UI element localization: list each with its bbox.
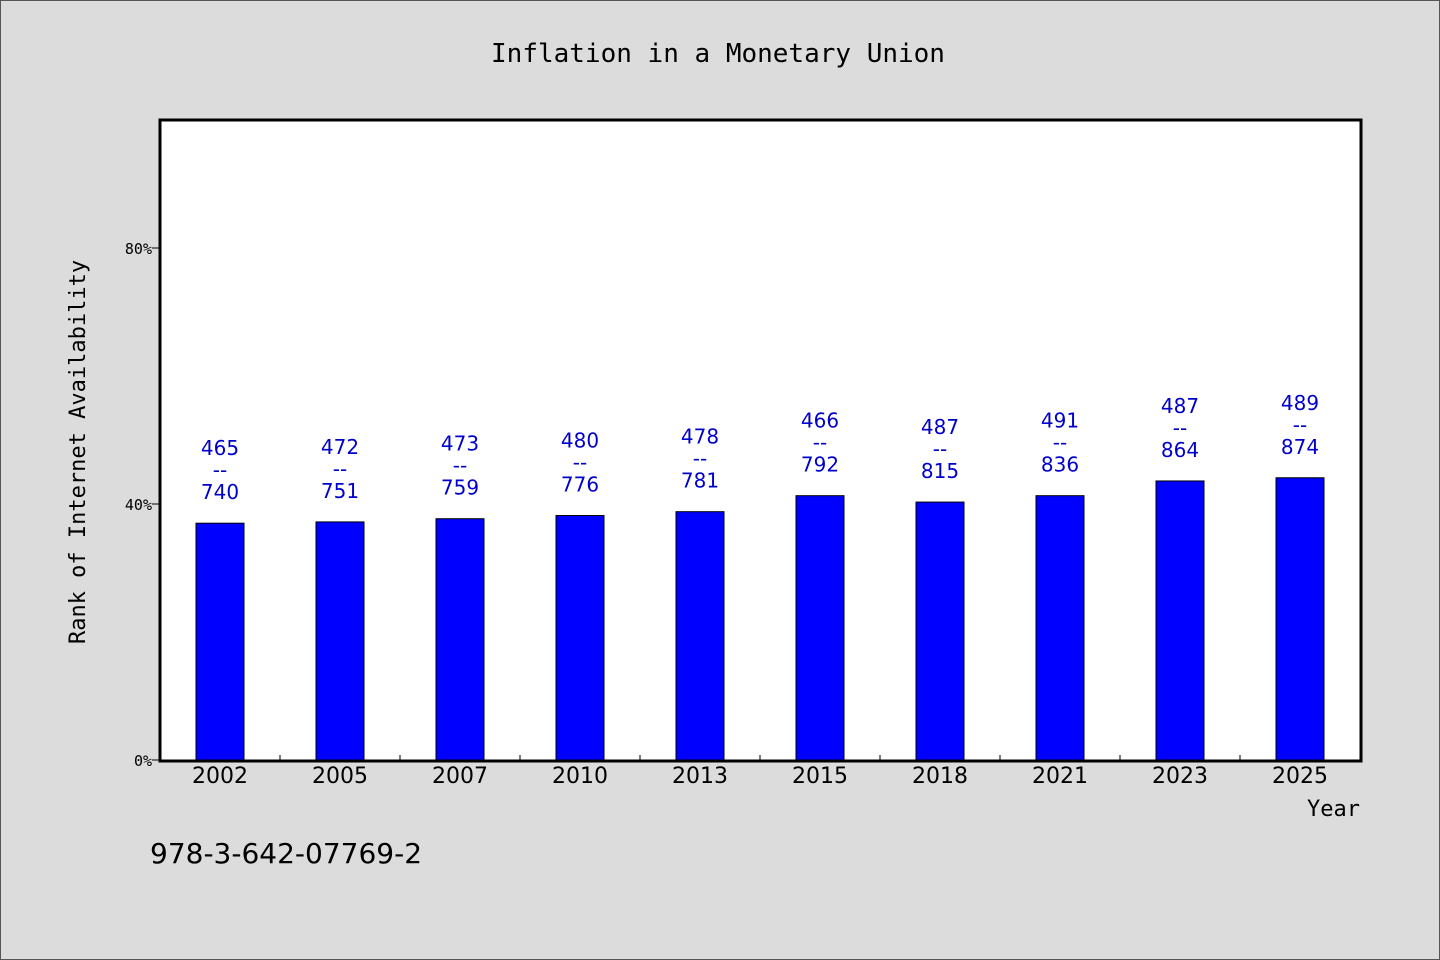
x-axis-label: Year	[1307, 797, 1360, 822]
x-tick-label-2005: 2005	[312, 764, 368, 789]
y-tick-label-0: 0%	[134, 752, 152, 770]
footer-isbn-text: 978-3-642-07769-2	[150, 837, 422, 870]
bar-label-bottom-2023: 864	[1161, 438, 1199, 462]
bar-label-bottom-2015: 792	[801, 453, 839, 477]
x-tick-label-2010: 2010	[552, 764, 608, 789]
bar-labels-layer: 465--740472--751473--759480--776478--781…	[201, 391, 1319, 504]
x-tick-label-2021: 2021	[1032, 764, 1088, 789]
bar-label-bottom-2013: 781	[681, 469, 719, 493]
bar-label-top-2018: 487	[921, 415, 959, 439]
x-tick-label-2013: 2013	[672, 764, 728, 789]
bar-2018	[915, 501, 965, 761]
bars-layer	[195, 477, 1325, 761]
bar-label-bottom-2007: 759	[441, 476, 479, 500]
bar-label-sep-2023: --	[1173, 416, 1187, 440]
bar-label-top-2013: 478	[681, 425, 719, 449]
bar-label-sep-2021: --	[1053, 431, 1067, 455]
x-tick-label-2023: 2023	[1152, 764, 1208, 789]
bar-label-bottom-2010: 776	[561, 473, 599, 497]
bar-label-sep-2007: --	[453, 454, 467, 478]
bar-label-top-2002: 465	[201, 436, 239, 460]
y-axis: 0% 40% 80%	[125, 240, 160, 770]
bar-label-bottom-2025: 874	[1281, 435, 1319, 459]
chart-title: Inflation in a Monetary Union	[491, 39, 945, 69]
bar-label-sep-2010: --	[573, 451, 587, 475]
bar-label-top-2023: 487	[1161, 394, 1199, 418]
x-tick-label-2007: 2007	[432, 764, 488, 789]
x-tick-label-2025: 2025	[1272, 764, 1328, 789]
x-axis: 2002 2005 2007 2010 2013 2015 2018 2021 2023 2025	[192, 755, 1328, 789]
bar-label-sep-2018: --	[933, 437, 947, 461]
bar-label-bottom-2021: 836	[1041, 453, 1079, 477]
x-tick-label-2015: 2015	[792, 764, 848, 789]
y-axis-label: Rank of Internet Availability	[66, 260, 91, 644]
bar-2002	[195, 522, 245, 761]
bar-2007	[435, 518, 485, 761]
y-tick-label-80: 80%	[125, 240, 152, 258]
bar-label-bottom-2002: 740	[201, 480, 239, 504]
bar-2023	[1155, 480, 1205, 761]
bar-label-bottom-2005: 751	[321, 479, 359, 503]
bar-label-top-2015: 466	[801, 409, 839, 433]
bar-label-top-2025: 489	[1281, 391, 1319, 415]
bar-label-sep-2015: --	[813, 431, 827, 455]
bar-label-sep-2013: --	[693, 447, 707, 471]
bar-label-top-2007: 473	[441, 432, 479, 456]
bar-label-top-2005: 472	[321, 435, 359, 459]
bar-label-sep-2025: --	[1293, 413, 1307, 437]
x-tick-label-2018: 2018	[912, 764, 968, 789]
bar-label-top-2010: 480	[561, 429, 599, 453]
bar-label-sep-2005: --	[333, 457, 347, 481]
y-tick-label-40: 40%	[125, 496, 152, 514]
bar-2010	[555, 515, 605, 761]
x-tick-label-2002: 2002	[192, 764, 248, 789]
bar-label-sep-2002: --	[213, 458, 227, 482]
bar-2013	[675, 511, 725, 761]
bar-2021	[1035, 495, 1085, 761]
bar-label-bottom-2018: 815	[921, 459, 959, 483]
bar-2005	[315, 521, 365, 761]
bar-2015	[795, 495, 845, 761]
bar-label-top-2021: 491	[1041, 409, 1079, 433]
bar-2025	[1275, 477, 1325, 761]
